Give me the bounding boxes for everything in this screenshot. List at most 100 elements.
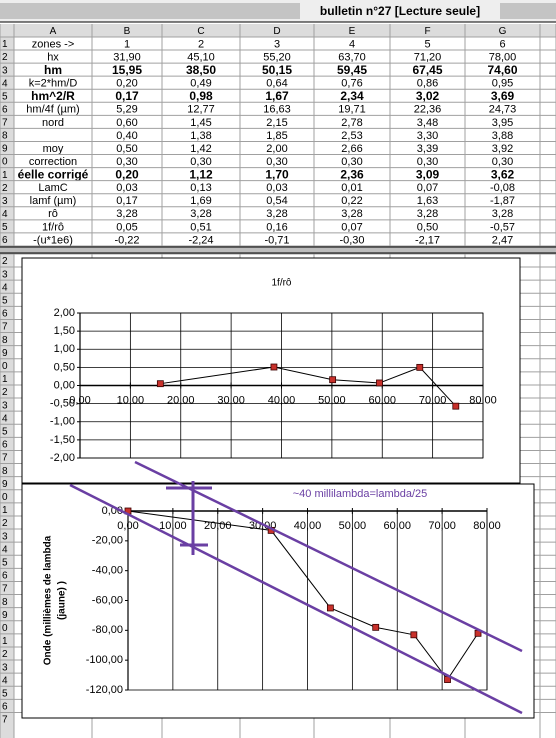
cell: 0,05 [116,221,137,233]
row-header: 7 [2,322,8,333]
cell: 3,28 [190,208,211,220]
row-header: 0 [2,157,8,168]
cell: 3,30 [417,130,438,142]
cell: 0,50 [417,221,438,233]
cell: 2,78 [341,117,362,129]
cell: 0,13 [190,182,211,194]
row-header: 1 [2,636,8,647]
cell: 0,60 [116,117,137,129]
cell: 0,16 [266,221,287,233]
cell: 0,03 [266,182,287,194]
cell: 3 [274,38,280,50]
cell: 0,51 [190,221,211,233]
cell: 15,95 [112,63,142,77]
row-header: 6 [2,309,8,320]
cell: 0,76 [341,78,362,90]
chart-title: 1f/rô [271,278,291,289]
cell: 74,60 [487,63,517,77]
cell: 2,34 [340,89,364,103]
y-tick-label: -120,00 [86,684,123,696]
x-tick-label: 60,00 [383,520,411,532]
row-header: 2 [2,649,8,660]
cell: hx [47,51,59,63]
cell: 3,02 [416,89,440,103]
cell: 3,48 [417,117,438,129]
row-header: 3 [2,196,8,207]
row-header: 1 [2,170,8,181]
y-tick-label: -40,00 [92,565,123,577]
cell: 3,28 [116,208,137,220]
cell: zones -> [32,38,75,50]
cell: -0,71 [264,234,289,246]
y-tick-label: 2,00 [54,307,75,319]
row-header: 7 [2,715,8,726]
cell: nord [42,117,64,129]
x-tick-label: 20,00 [204,520,232,532]
data-point [376,379,383,387]
row-header: 6 [2,440,8,451]
cell: 38,50 [186,63,216,77]
cell: 50,15 [262,63,292,77]
x-tick-label: 50,00 [339,520,367,532]
cell: 3,95 [492,117,513,129]
cell: 19,71 [338,104,366,116]
cell: 63,70 [338,51,366,63]
cell: 1,12 [189,167,213,181]
cell: 5 [424,38,430,50]
row-header: 5 [2,222,8,233]
cell: 0,30 [341,156,362,168]
row-header: 2 [2,183,8,194]
cell: 0,50 [116,143,137,155]
cell: 16,63 [263,104,291,116]
cell: 12,77 [187,104,215,116]
window-title: bulletin n°27 [Lecture seule] [320,4,480,18]
data-point [410,631,418,639]
y-axis-label: Onde (millièmes de lambda [43,535,54,665]
cell: -0,57 [490,221,515,233]
y-tick-label: -20,00 [92,535,123,547]
cell: 78,00 [489,51,517,63]
cell: 0,98 [189,89,213,103]
cell: 0,20 [115,167,139,181]
cell: 0,17 [115,89,139,103]
row-header: 4 [2,282,8,293]
cell: correction [29,156,77,168]
row-header: 9 [2,144,8,155]
cell: 2,66 [341,143,362,155]
cell: 2,53 [341,130,362,142]
row-header: 1 [2,39,8,50]
cell: 2 [198,38,204,50]
row-header: 0 [2,361,8,372]
column-header: D [273,26,280,37]
x-tick-label: 10,00 [159,520,187,532]
cell: 2,15 [266,117,287,129]
data-point [270,363,278,371]
cell: 3,28 [266,208,287,220]
y-tick-label: 0,50 [54,361,75,373]
row-header: 5 [2,295,8,306]
row-header: 4 [2,78,8,89]
cell: 1,85 [266,130,287,142]
cell: 0,17 [116,195,137,207]
row-header: 5 [2,91,8,102]
cell: 31,90 [113,51,141,63]
row-header: 9 [2,479,8,490]
series-line [160,366,457,407]
x-tick-label: 20,00 [167,394,195,406]
column-header: A [50,26,57,37]
cell: 1f/rô [42,221,64,233]
column-header-bg [0,24,556,37]
cell: 0,22 [341,195,362,207]
cell: 3,09 [416,167,440,181]
cell: 2,36 [340,167,364,181]
cell: 3,28 [492,208,513,220]
row-header: 3 [2,400,8,411]
row-header: 8 [2,466,8,477]
y-tick-label: -80,00 [92,624,123,636]
cell: 67,45 [412,63,442,77]
cell: 3,92 [492,143,513,155]
row-header: 5 [2,557,8,568]
